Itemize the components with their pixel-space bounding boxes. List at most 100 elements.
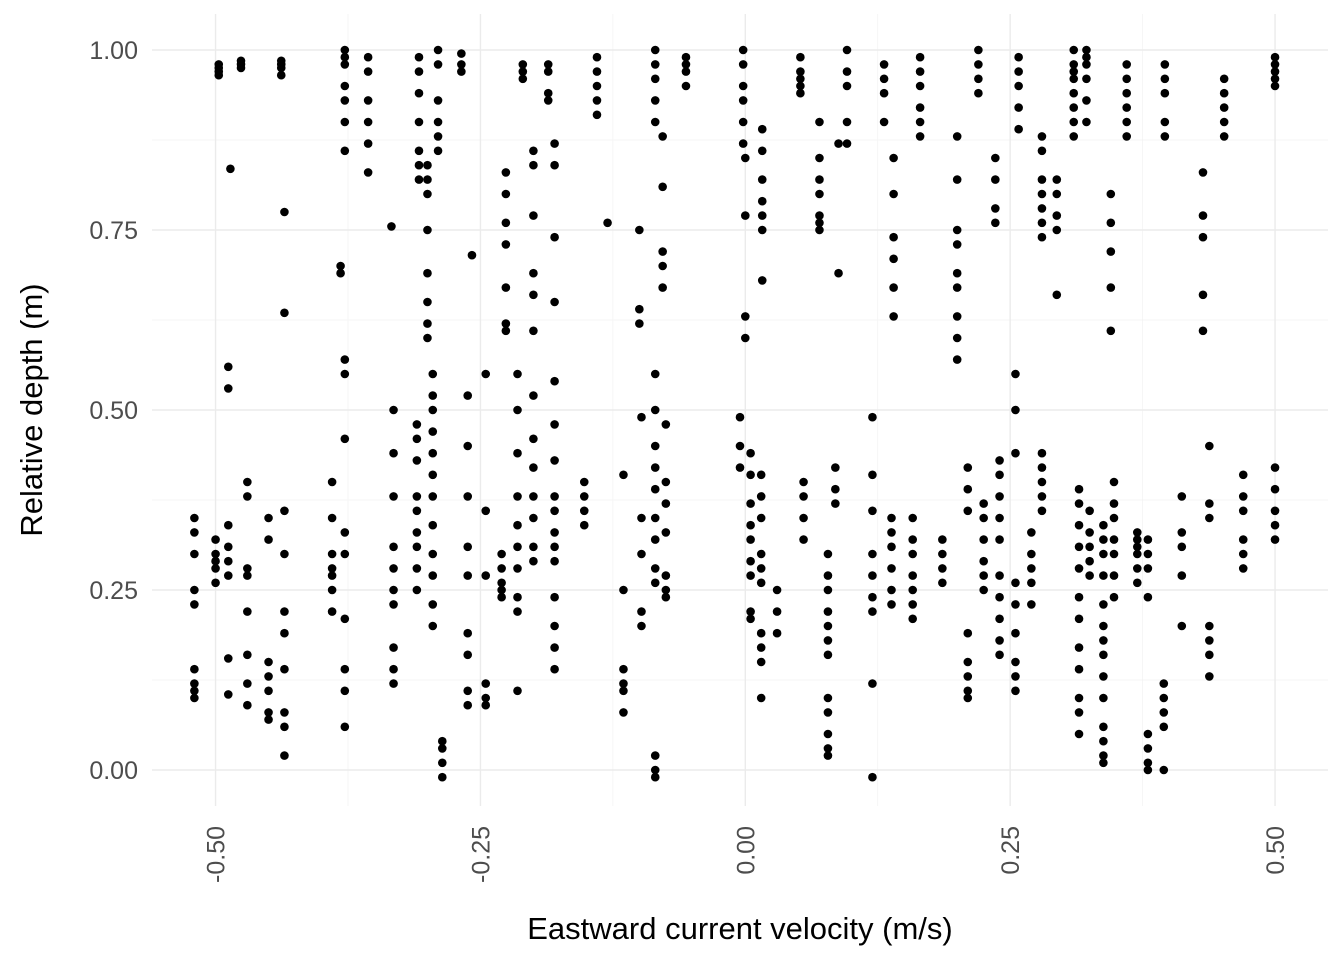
- data-point: [1270, 520, 1280, 530]
- data-point: [868, 607, 877, 616]
- data-point: [974, 60, 983, 69]
- data-point: [280, 207, 289, 217]
- data-point: [363, 168, 373, 177]
- data-point: [658, 283, 667, 292]
- data-point: [1219, 117, 1229, 127]
- data-point: [1143, 729, 1153, 739]
- data-point: [513, 542, 522, 552]
- data-point: [757, 146, 767, 156]
- data-point: [211, 556, 220, 566]
- x-tick-label: 0.00: [732, 826, 760, 875]
- data-point: [463, 686, 473, 696]
- data-point: [1238, 549, 1248, 559]
- data-point: [340, 614, 350, 624]
- data-point: [756, 578, 766, 588]
- data-point: [363, 52, 373, 62]
- data-point: [223, 556, 233, 566]
- data-point: [879, 117, 889, 127]
- data-point: [1238, 564, 1248, 573]
- data-point: [190, 679, 199, 688]
- data-point: [280, 751, 289, 760]
- data-point: [579, 520, 589, 530]
- data-point: [889, 312, 898, 321]
- data-point: [428, 405, 438, 415]
- data-point: [735, 463, 745, 472]
- data-point: [868, 549, 877, 559]
- data-point: [815, 211, 824, 220]
- data-point: [501, 168, 511, 177]
- data-point: [1106, 283, 1116, 292]
- data-point: [529, 492, 538, 501]
- data-point: [661, 528, 671, 537]
- data-point: [1037, 175, 1047, 184]
- data-point: [529, 326, 538, 336]
- data-point: [190, 513, 199, 523]
- data-point: [1099, 636, 1108, 645]
- data-point: [1160, 117, 1170, 127]
- data-point: [457, 60, 466, 69]
- data-point: [637, 549, 646, 559]
- data-point: [889, 189, 898, 199]
- data-point: [681, 81, 691, 91]
- data-point: [1238, 470, 1248, 480]
- data-point: [815, 175, 824, 184]
- data-point: [815, 225, 824, 235]
- data-point: [428, 470, 438, 480]
- data-point: [823, 729, 833, 739]
- data-point: [414, 160, 424, 170]
- data-point: [1082, 117, 1091, 127]
- data-point: [1052, 290, 1062, 300]
- data-point: [513, 592, 522, 602]
- data-point: [756, 513, 766, 523]
- data-point: [756, 470, 766, 480]
- data-point: [428, 621, 438, 631]
- data-point: [592, 81, 602, 91]
- data-point: [463, 628, 473, 638]
- data-point: [1037, 146, 1047, 156]
- data-point: [1160, 88, 1170, 98]
- data-point: [340, 664, 350, 674]
- data-point: [412, 585, 422, 595]
- data-point: [1099, 751, 1108, 760]
- data-point: [211, 549, 220, 559]
- data-point: [550, 139, 559, 148]
- data-point: [529, 513, 538, 523]
- data-point: [1205, 499, 1214, 508]
- data-point: [796, 52, 805, 62]
- data-point: [799, 477, 808, 487]
- data-point: [463, 700, 473, 710]
- data-point: [428, 369, 438, 379]
- data-point: [619, 686, 628, 696]
- data-point: [423, 319, 432, 328]
- data-point: [887, 528, 896, 537]
- data-point: [1074, 499, 1084, 508]
- data-point: [650, 513, 660, 523]
- data-point: [1205, 650, 1214, 660]
- data-point: [1099, 758, 1108, 768]
- data-point: [1082, 52, 1091, 62]
- data-point: [815, 189, 824, 199]
- data-point: [831, 484, 840, 494]
- data-point: [223, 654, 233, 663]
- data-point: [1160, 132, 1170, 141]
- data-point: [681, 60, 691, 69]
- data-point: [1074, 729, 1084, 739]
- data-point: [991, 153, 1000, 163]
- data-point: [579, 506, 589, 516]
- data-point: [529, 160, 538, 170]
- data-point: [414, 52, 424, 62]
- x-axis-ticks: -0.50 -0.25 0.00 0.25 0.50: [203, 826, 1290, 883]
- data-point: [1011, 369, 1020, 379]
- data-point: [1159, 693, 1169, 703]
- data-point: [1037, 448, 1047, 458]
- data-point: [1069, 67, 1079, 76]
- data-point: [211, 578, 220, 588]
- data-point: [423, 333, 432, 343]
- data-point: [513, 520, 522, 530]
- data-point: [823, 708, 833, 717]
- data-point: [423, 268, 432, 278]
- data-point: [243, 564, 252, 573]
- data-point: [513, 492, 522, 501]
- data-point: [952, 312, 962, 321]
- data-point: [340, 146, 350, 156]
